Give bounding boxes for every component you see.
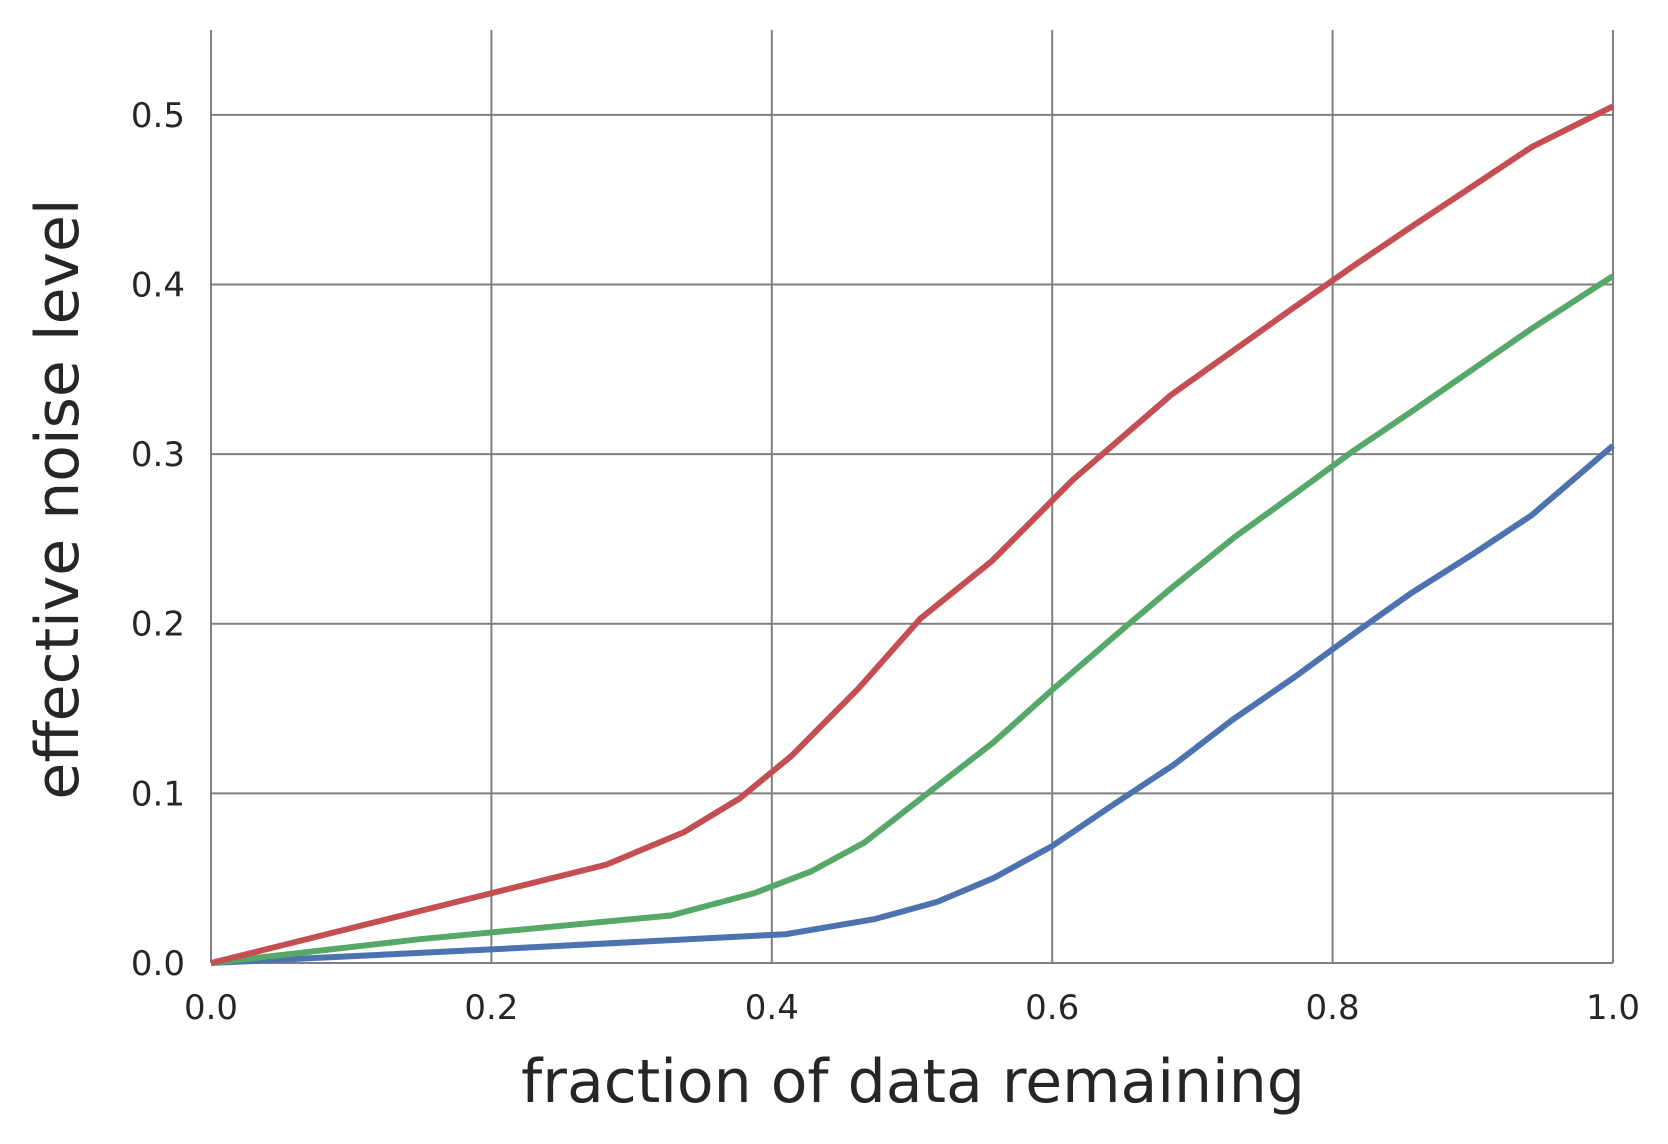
x-tick-labels: 0.0 0.2 0.4 0.6 0.8 1.0 <box>184 988 1640 1028</box>
x-tick-label-2: 0.4 <box>745 988 799 1028</box>
y-tick-label-0: 0.0 <box>131 944 185 984</box>
x-axis-title: fraction of data remaining <box>521 1047 1305 1117</box>
x-tick-label-5: 1.0 <box>1586 988 1640 1028</box>
y-tick-label-5: 0.5 <box>131 96 185 136</box>
x-tick-label-4: 0.8 <box>1306 988 1360 1028</box>
y-axis-title: effective noise level <box>23 198 93 799</box>
series-lines <box>210 103 1615 966</box>
y-tick-labels: 0.0 0.1 0.2 0.3 0.4 0.5 <box>131 96 185 984</box>
x-tick-label-0: 0.0 <box>184 988 238 1028</box>
y-tick-label-2: 0.2 <box>131 605 185 645</box>
series-line-2 <box>210 103 1615 966</box>
y-tick-label-3: 0.3 <box>131 435 185 475</box>
series-line-0 <box>210 443 1615 966</box>
series-line-1 <box>210 273 1615 966</box>
grid <box>210 30 1614 964</box>
y-tick-label-1: 0.1 <box>131 774 185 814</box>
x-tick-label-3: 0.6 <box>1025 988 1079 1028</box>
y-tick-label-4: 0.4 <box>131 265 185 305</box>
x-tick-label-1: 0.2 <box>464 988 518 1028</box>
